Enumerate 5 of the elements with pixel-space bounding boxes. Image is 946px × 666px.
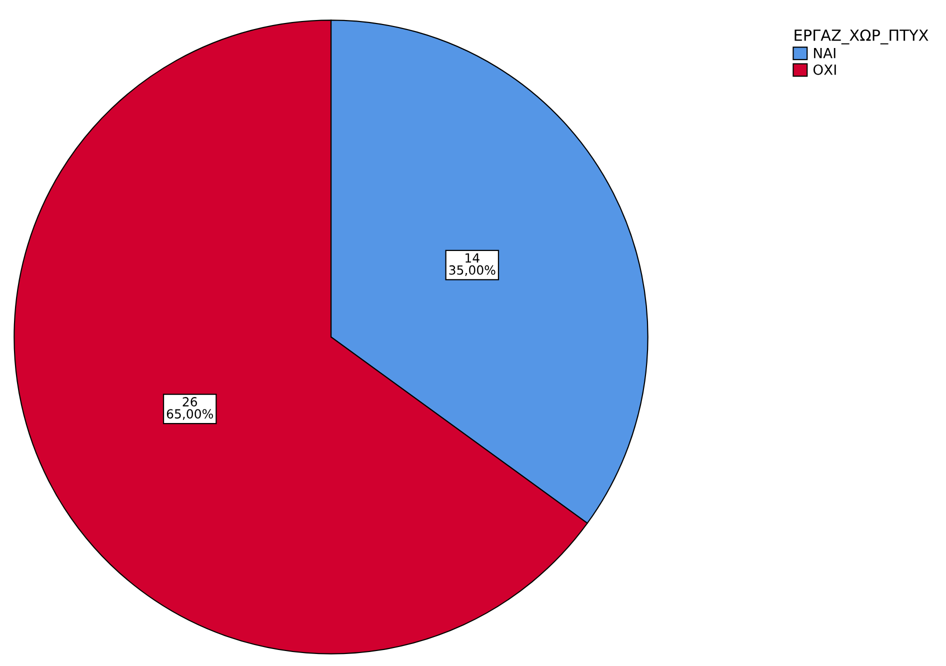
data-label: 26 65,00% <box>166 397 213 420</box>
legend-label: ΟΧΙ <box>813 64 836 75</box>
data-label: 14 35,00% <box>449 253 496 276</box>
legend-label: ΝΑΙ <box>814 48 836 58</box>
legend-title: ΕΡΓΑΖ_ΧΩΡ_ΠΤΥΧ <box>794 29 928 44</box>
